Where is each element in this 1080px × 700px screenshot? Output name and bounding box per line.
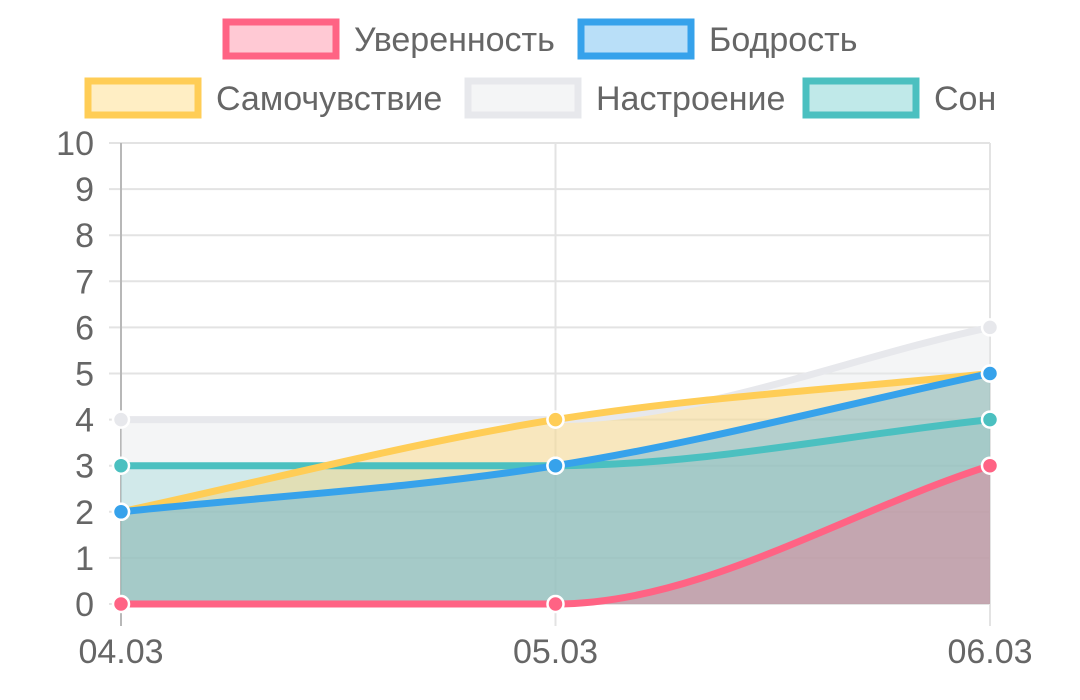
legend-label: Настроение bbox=[596, 80, 785, 118]
legend-label: Бодрость bbox=[709, 21, 857, 59]
y-tick-label: 7 bbox=[75, 263, 94, 301]
legend-item[interactable]: Уверенность bbox=[222, 18, 555, 60]
y-tick-label: 3 bbox=[75, 448, 94, 486]
data-point[interactable] bbox=[111, 502, 131, 522]
y-tick-label: 9 bbox=[75, 171, 94, 209]
y-tick-label: 2 bbox=[75, 494, 94, 532]
series-area bbox=[121, 373, 990, 604]
legend-label: Сон bbox=[934, 80, 996, 118]
y-tick-label: 4 bbox=[75, 402, 94, 440]
x-tick-label: 05.03 bbox=[513, 633, 598, 671]
x-tick-label: 06.03 bbox=[947, 633, 1032, 671]
legend: Уверенность Бодрость Самочувствие Настроени… bbox=[84, 18, 996, 119]
x-axis-ticks: 04.03 05.03 06.03 bbox=[78, 633, 1032, 671]
y-tick-label: 5 bbox=[75, 356, 94, 394]
series-area bbox=[121, 373, 990, 604]
data-point[interactable] bbox=[980, 364, 1000, 383]
legend-item[interactable]: Настроение bbox=[464, 77, 785, 119]
data-point[interactable] bbox=[546, 594, 565, 614]
legend-swatch bbox=[222, 18, 340, 60]
y-tick-label: 0 bbox=[75, 586, 94, 624]
series-area bbox=[121, 465, 990, 604]
y-tick-label: 6 bbox=[75, 309, 94, 347]
data-point[interactable] bbox=[980, 456, 1000, 475]
y-axis-ticks: 0 1 2 3 4 5 6 7 8 9 10 bbox=[56, 125, 94, 624]
y-tick-label: 10 bbox=[56, 125, 94, 163]
data-point[interactable] bbox=[546, 456, 565, 475]
y-tick-label: 1 bbox=[75, 540, 94, 578]
legend-swatch bbox=[802, 77, 920, 119]
legend-swatch bbox=[464, 77, 582, 119]
legend-label: Самочувствие bbox=[216, 80, 442, 118]
data-point[interactable] bbox=[980, 410, 1000, 429]
data-point[interactable] bbox=[980, 318, 1000, 337]
data-point[interactable] bbox=[111, 456, 131, 475]
legend-item[interactable]: Самочувствие bbox=[84, 77, 442, 119]
legend-label: Уверенность bbox=[354, 21, 555, 59]
data-point[interactable] bbox=[111, 410, 131, 429]
data-point[interactable] bbox=[111, 594, 131, 614]
legend-item[interactable]: Сон bbox=[802, 77, 996, 119]
y-tick-label: 8 bbox=[75, 217, 94, 255]
data-point[interactable] bbox=[546, 410, 565, 429]
legend-swatch bbox=[577, 18, 695, 60]
x-tick-label: 04.03 bbox=[78, 633, 163, 671]
legend-item[interactable]: Бодрость bbox=[577, 18, 857, 60]
legend-swatch bbox=[84, 77, 202, 119]
series-points bbox=[111, 318, 1000, 614]
